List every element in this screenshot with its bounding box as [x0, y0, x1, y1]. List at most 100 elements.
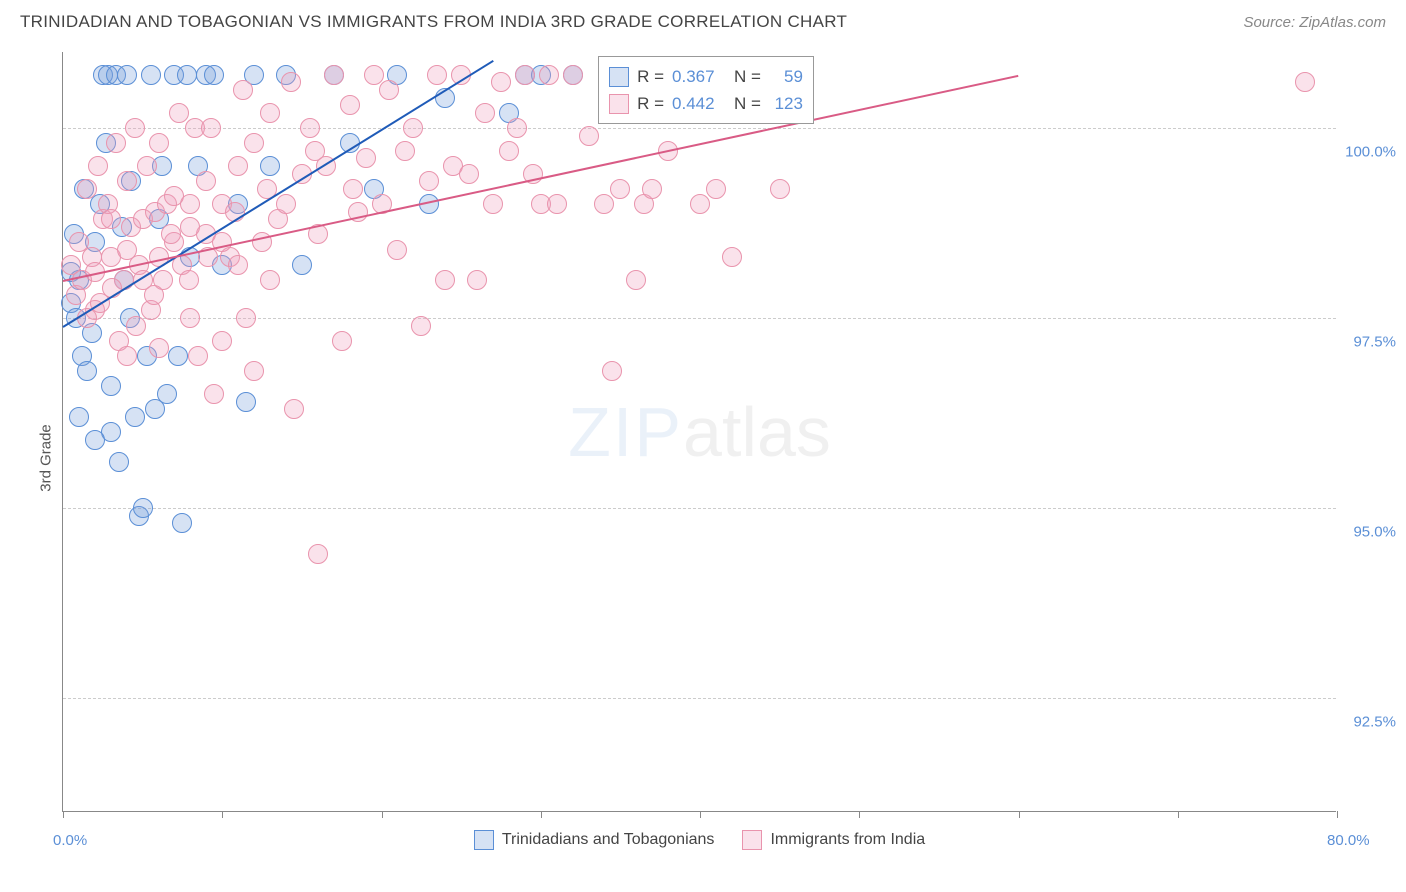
- stats-legend-row: R = 0.367 N = 59: [609, 63, 803, 90]
- scatter-point: [626, 270, 646, 290]
- scatter-point: [133, 498, 153, 518]
- scatter-point: [168, 346, 188, 366]
- scatter-point: [284, 399, 304, 419]
- x-tick: [382, 811, 383, 818]
- scatter-point: [149, 338, 169, 358]
- scatter-point: [101, 209, 121, 229]
- scatter-point: [196, 171, 216, 191]
- series-legend: Trinidadians and Tobagonians Immigrants f…: [63, 830, 1336, 850]
- scatter-point: [125, 118, 145, 138]
- legend-n-value: 123: [769, 90, 803, 117]
- scatter-point: [101, 376, 121, 396]
- scatter-point: [332, 331, 352, 351]
- scatter-point: [419, 171, 439, 191]
- scatter-point: [204, 384, 224, 404]
- stats-legend-row: R =0.442N =123: [609, 90, 803, 117]
- scatter-point: [126, 316, 146, 336]
- plot-area: ZIPatlas 92.5%95.0%97.5%100.0%0.0%80.0%R…: [62, 52, 1336, 812]
- scatter-point: [117, 65, 137, 85]
- legend-n-label: N =: [734, 90, 761, 117]
- scatter-point: [179, 270, 199, 290]
- legend-swatch: [609, 94, 629, 114]
- scatter-point: [212, 331, 232, 351]
- scatter-point: [260, 103, 280, 123]
- scatter-point: [340, 95, 360, 115]
- y-tick-label: 100.0%: [1345, 144, 1396, 161]
- gridline-h: [63, 128, 1336, 129]
- legend-swatch: [609, 67, 629, 87]
- scatter-point: [602, 361, 622, 381]
- x-tick: [859, 811, 860, 818]
- scatter-point: [411, 316, 431, 336]
- chart-source: Source: ZipAtlas.com: [1243, 14, 1386, 31]
- scatter-point: [483, 194, 503, 214]
- scatter-point: [343, 179, 363, 199]
- scatter-point: [427, 65, 447, 85]
- scatter-point: [281, 72, 301, 92]
- scatter-point: [395, 141, 415, 161]
- scatter-point: [169, 103, 189, 123]
- watermark: ZIPatlas: [568, 392, 831, 472]
- scatter-point: [459, 164, 479, 184]
- scatter-point: [141, 65, 161, 85]
- scatter-point: [499, 141, 519, 161]
- watermark-atlas: atlas: [683, 393, 831, 471]
- scatter-point: [177, 65, 197, 85]
- series-legend-label: Trinidadians and Tobagonians: [502, 831, 715, 849]
- scatter-point: [77, 179, 97, 199]
- scatter-point: [491, 72, 511, 92]
- scatter-point: [109, 452, 129, 472]
- scatter-point: [547, 194, 567, 214]
- legend-r-label: R =: [637, 63, 664, 90]
- scatter-point: [300, 118, 320, 138]
- chart-title: TRINIDADIAN AND TOBAGONIAN VS IMMIGRANTS…: [20, 12, 847, 32]
- chart-header: TRINIDADIAN AND TOBAGONIAN VS IMMIGRANTS…: [0, 0, 1406, 40]
- scatter-point: [233, 80, 253, 100]
- legend-n-value: 59: [769, 63, 803, 90]
- scatter-point: [610, 179, 630, 199]
- scatter-point: [308, 544, 328, 564]
- scatter-point: [228, 156, 248, 176]
- x-tick: [700, 811, 701, 818]
- x-tick: [1337, 811, 1338, 818]
- legend-n-label: N =: [734, 63, 761, 90]
- scatter-point: [69, 407, 89, 427]
- scatter-point: [157, 384, 177, 404]
- series-legend-item: Trinidadians and Tobagonians: [474, 830, 715, 850]
- scatter-point: [228, 255, 248, 275]
- scatter-point: [180, 217, 200, 237]
- scatter-point: [467, 270, 487, 290]
- x-tick: [1019, 811, 1020, 818]
- scatter-point: [642, 179, 662, 199]
- scatter-point: [324, 65, 344, 85]
- legend-r-value: 0.367: [672, 63, 726, 90]
- scatter-point: [539, 65, 559, 85]
- watermark-zip: ZIP: [568, 393, 683, 471]
- scatter-point: [88, 156, 108, 176]
- scatter-point: [260, 156, 280, 176]
- scatter-point: [77, 361, 97, 381]
- y-tick-label: 97.5%: [1353, 334, 1396, 351]
- scatter-point: [201, 118, 221, 138]
- legend-r-label: R =: [637, 90, 664, 117]
- x-tick: [222, 811, 223, 818]
- scatter-point: [475, 103, 495, 123]
- scatter-point: [188, 346, 208, 366]
- stats-legend: R =0.367N =59R =0.442N =123: [598, 56, 814, 124]
- scatter-point: [403, 118, 423, 138]
- legend-swatch: [742, 830, 762, 850]
- scatter-point: [117, 171, 137, 191]
- scatter-point: [1295, 72, 1315, 92]
- scatter-point: [180, 308, 200, 328]
- scatter-point: [244, 361, 264, 381]
- x-tick: [63, 811, 64, 818]
- scatter-point: [149, 133, 169, 153]
- x-tick: [1178, 811, 1179, 818]
- scatter-point: [292, 255, 312, 275]
- y-axis-label: 3rd Grade: [37, 424, 54, 492]
- scatter-point: [305, 141, 325, 161]
- legend-swatch: [474, 830, 494, 850]
- scatter-point: [161, 224, 181, 244]
- series-legend-label: Immigrants from India: [770, 831, 925, 849]
- scatter-point: [706, 179, 726, 199]
